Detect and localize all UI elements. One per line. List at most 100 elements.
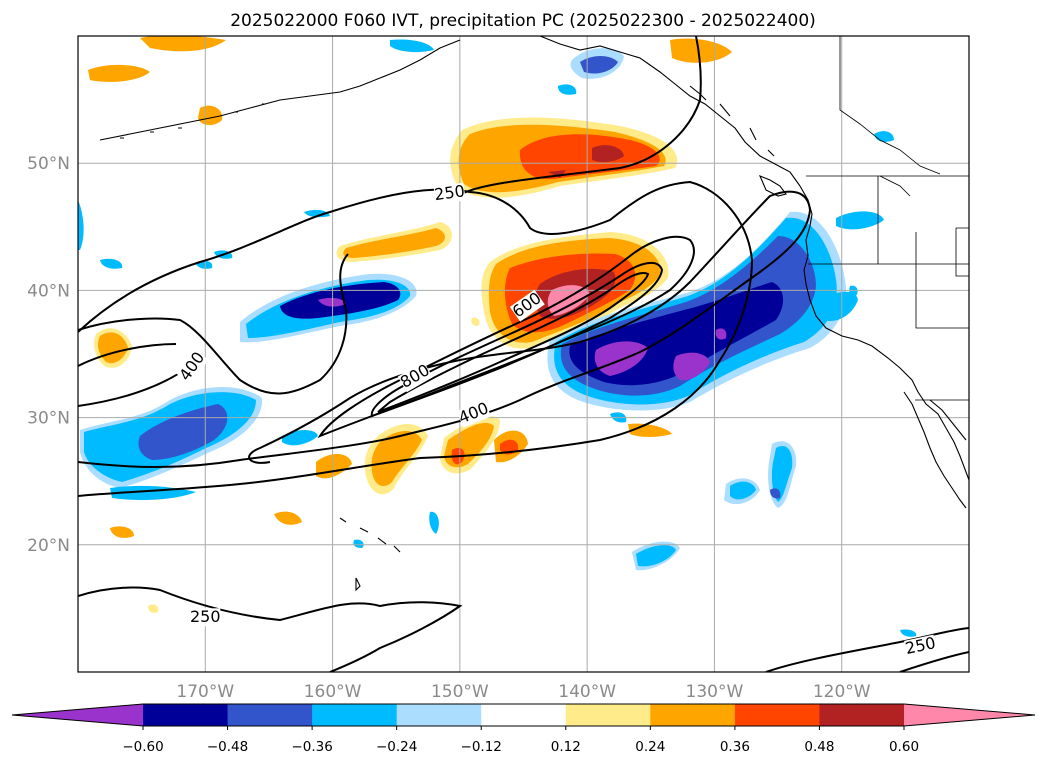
ivt-contour-250-north — [459, 36, 702, 196]
precip-negative-26n-b-blue — [770, 488, 781, 499]
colorbar-extend-min — [12, 704, 143, 726]
precip-negative-main-purple-c — [715, 328, 727, 340]
colorbar-tick-label-5: 0.12 — [551, 739, 581, 755]
ivt-contour-250-southeast-2 — [899, 651, 969, 672]
precip-positive-52n — [198, 105, 223, 126]
coastline-bc-washington — [799, 185, 969, 481]
precip-positive-central-peak — [547, 285, 590, 316]
ivt-contour-250-southeast — [765, 627, 969, 672]
ivt-contour-250-inner — [78, 253, 349, 395]
coastline-aleutian-dots — [120, 103, 266, 139]
ivt-contour-label-bg-5 — [190, 608, 221, 627]
map-frame — [77, 35, 970, 673]
ivt-contour-label-0: 250 — [433, 181, 466, 204]
country-borders — [806, 36, 969, 401]
colorbar-tick-label-2: −0.36 — [291, 739, 332, 755]
precip-negative-22n — [429, 511, 439, 534]
precip-negative-19n-core — [636, 545, 676, 567]
precip-positive-21n-b — [148, 604, 159, 613]
colorbar-box-8 — [819, 704, 905, 726]
lon-label-1: 160°W — [304, 682, 362, 702]
precip-positive-north-band-peak — [592, 145, 624, 163]
ivt-contour-label-bg-2 — [397, 361, 433, 393]
ivt-contour-250-main — [78, 180, 754, 497]
ivt-contour-label-bg-6 — [904, 634, 938, 659]
ivt-contour-label-bg-0 — [433, 182, 466, 205]
lon-label-2: 150°W — [431, 682, 489, 702]
ivt-contour-250-south — [78, 586, 463, 672]
colorbar-tick-label-3: −0.24 — [376, 739, 417, 755]
colorbar-tick-label-7: 0.36 — [720, 739, 750, 755]
precip-positive-west-57n — [88, 64, 150, 82]
ivt-contour-400-north — [78, 343, 177, 367]
ivt-contour-800 — [317, 235, 695, 439]
precip-negative-47n — [304, 209, 330, 218]
precip-negative-38n-purple — [318, 297, 346, 307]
precip-negative-56n — [558, 84, 577, 95]
precip-negative-45n-east — [836, 211, 884, 230]
ivt-contour-label-bg-1 — [176, 349, 209, 385]
colorbar-box-1 — [227, 704, 313, 726]
precip-negative-21n — [353, 539, 364, 548]
colorbar-tick-label-4: −0.12 — [461, 739, 502, 755]
precip-positive-north-edge-2 — [670, 38, 732, 63]
precip-negative-29n — [282, 430, 318, 446]
precip-positive-44n-core — [343, 228, 445, 258]
lon-label-0: 170°W — [176, 682, 234, 702]
ivt-contour-800-inner — [377, 272, 650, 413]
precip-negative-57n-core — [580, 56, 618, 74]
map-gridlines — [78, 36, 969, 672]
coastline-hawaii — [339, 517, 401, 592]
colorbar-box-0 — [143, 704, 229, 726]
coastline-baja-california — [903, 391, 967, 509]
precip-positive-north-edge — [140, 36, 226, 52]
colorbar-tick-label-8: 0.48 — [804, 739, 834, 755]
ivt-contour-400-core — [78, 190, 812, 468]
precip-negative-41n-west — [100, 258, 123, 269]
precip-anomaly-fill — [78, 36, 917, 637]
colorbar-extend-max — [904, 704, 1035, 726]
latitude-labels: 20°N 30°N 40°N 50°N — [27, 154, 70, 556]
precip-positive-24n — [274, 511, 302, 525]
lon-label-5: 120°W — [813, 682, 871, 702]
precip-negative-north-coast — [390, 39, 434, 53]
ivt-contour-label-bg-3 — [509, 289, 545, 322]
colorbar-tick-label-6: 0.24 — [635, 739, 665, 755]
coastline-island-bc — [758, 174, 787, 197]
precip-negative-west-edge — [78, 200, 84, 250]
precip-positive-34n-east — [471, 317, 480, 326]
border-us-states — [808, 175, 969, 329]
lat-label-2: 40°N — [27, 281, 70, 301]
lat-label-1: 30°N — [27, 409, 70, 429]
map-title: 2025022000 F060 IVT, precipitation PC (2… — [230, 11, 816, 31]
colorbar-tick-label-0: −0.60 — [122, 739, 163, 755]
colorbar-box-2 — [312, 704, 398, 726]
ivt-contour-label-bg-4 — [456, 399, 492, 428]
precip-positive-22n — [110, 526, 134, 538]
lat-label-0: 20°N — [27, 536, 70, 556]
lon-label-3: 140°W — [558, 682, 616, 702]
colorbar-box-7 — [734, 704, 820, 726]
colorbar-box-6 — [650, 704, 736, 726]
precip-negative-main-purple-b — [673, 352, 710, 381]
precip-negative-26n-a-core — [730, 481, 756, 500]
ivt-contour-label-5: 250 — [190, 607, 221, 626]
colorbar: −0.60 −0.48 −0.36 −0.24 −0.12 0.12 0.24 0.36 0.4… — [11, 703, 1036, 755]
longitude-labels: 170°W 160°W 150°W 140°W 130°W 120°W — [176, 682, 870, 702]
precip-negative-13n — [900, 629, 917, 637]
colorbar-box-3 — [396, 704, 482, 726]
colorbar-tick-label-9: 0.60 — [889, 739, 919, 755]
colorbar-box-4 — [481, 704, 567, 726]
precip-negative-26n-b-core — [771, 446, 793, 502]
precip-negative-main-purple-a — [594, 341, 648, 376]
coastline-alaska-gulf — [539, 36, 801, 187]
colorbar-box-5 — [565, 704, 651, 726]
lat-label-3: 50°N — [27, 154, 70, 174]
colorbar-tick-label-1: −0.48 — [207, 739, 248, 755]
coastline-alaska-aleutians — [99, 39, 461, 141]
border-alaska-canada — [839, 36, 941, 175]
lon-label-4: 130°W — [686, 682, 744, 702]
precip-positive-27n-a-core — [371, 431, 422, 487]
